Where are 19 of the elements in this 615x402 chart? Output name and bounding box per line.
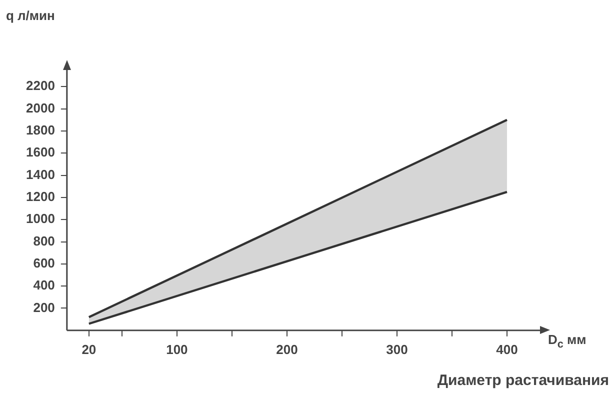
text: Диаметр растачивания bbox=[437, 372, 609, 389]
y-tick-label: 1600 bbox=[26, 144, 55, 160]
y-tick-label: 400 bbox=[33, 278, 55, 293]
y-tick-label: 1800 bbox=[26, 122, 55, 138]
x-tick-label: 300 bbox=[386, 342, 408, 357]
y-tick-label: 1200 bbox=[26, 189, 55, 204]
y-axis-title: q л/мин bbox=[6, 8, 55, 23]
y-tick-label: 600 bbox=[33, 255, 55, 270]
y-tick-label: 1000 bbox=[26, 211, 55, 226]
x-tick-label: 400 bbox=[496, 342, 518, 357]
x-tick-label: 200 bbox=[276, 342, 298, 357]
y-tick-label: 2200 bbox=[26, 78, 55, 94]
x-tick-label: 20 bbox=[82, 342, 96, 357]
x-tick-label: 100 bbox=[166, 342, 188, 357]
y-tick-label: 200 bbox=[33, 300, 55, 315]
y-tick-label: 1400 bbox=[26, 166, 55, 182]
x-axis-title: D$_{c}$ мм bbox=[548, 332, 586, 351]
y-tick-label: 2000 bbox=[26, 100, 55, 116]
y-tick-label: 800 bbox=[33, 233, 55, 248]
